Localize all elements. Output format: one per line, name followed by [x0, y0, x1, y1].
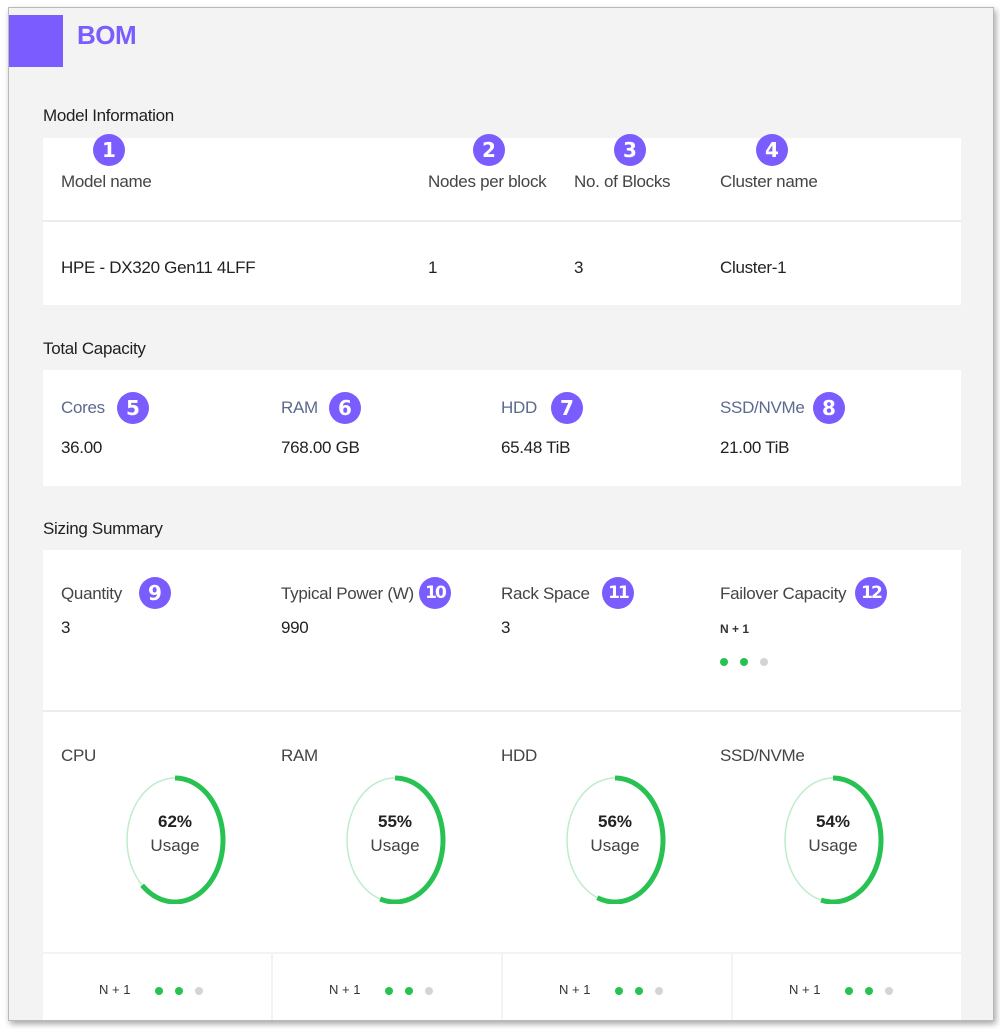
footer-indicator-dot [615, 987, 623, 995]
model-information-panel: 1 2 3 4 Model name Nodes per block No. o… [43, 134, 961, 305]
callout-badge-3: 3 [614, 134, 646, 166]
footer-cell-ssd-nvme: N + 1 [733, 954, 961, 1020]
footer-indicator-dot [655, 987, 663, 995]
hdd-label: HDD [501, 398, 537, 417]
donut-usage-arc [140, 775, 226, 904]
cpu-usage-caption: Usage [150, 836, 200, 855]
footer-indicator-dot [635, 987, 643, 995]
footer-cell-cpu: N + 1 [43, 954, 271, 1020]
rack-space-value: 3 [501, 618, 511, 637]
cluster-name-label: Cluster name [720, 172, 818, 191]
typical-power-value: 990 [281, 618, 309, 637]
total-capacity-panel: Cores 5 36.00 RAM 6 768.00 GB HDD 7 65.4… [43, 370, 961, 486]
failover-footer: N + 1 N + 1 N + 1 N + 1 [43, 954, 961, 1020]
ram-value: 768.00 GB [281, 438, 360, 457]
hdd-usage-caption: Usage [590, 836, 640, 855]
bom-window: BOM Model Information 1 2 3 4 Model name… [8, 7, 994, 1021]
typical-power-label: Typical Power (W) [281, 584, 414, 603]
failover-capacity-label: Failover Capacity [720, 584, 847, 603]
donut-ring [126, 775, 226, 904]
callout-badge-12: 12 [855, 577, 887, 609]
model-name-value: HPE - DX320 Gen11 4LFF [61, 258, 256, 277]
brand-logo [9, 15, 63, 67]
callout-badge-10: 10 [419, 577, 451, 609]
callout-badge-11: 11 [602, 577, 634, 609]
ram-usage-donut: 55% Usage [343, 774, 447, 904]
footer-indicator-dot [885, 987, 893, 995]
callout-badge-4: 4 [756, 134, 788, 166]
callout-badge-2: 2 [473, 134, 505, 166]
footer-indicator-dot [385, 987, 393, 995]
quantity-value: 3 [61, 618, 71, 637]
footer-indicator-dot [845, 987, 853, 995]
cores-value: 36.00 [61, 438, 103, 457]
cpu-usage-percent: 62% [157, 812, 193, 831]
rack-space-label: Rack Space [501, 584, 590, 603]
number-of-blocks-value: 3 [574, 258, 584, 277]
footer-nplus-label: N + 1 [99, 982, 131, 997]
cpu-usage-label: CPU [61, 746, 96, 765]
footer-indicator-dot [865, 987, 873, 995]
ram-usage-percent: 55% [377, 812, 413, 831]
ssd-nvme-value: 21.00 TiB [720, 438, 790, 457]
nodes-per-block-value: 1 [428, 258, 438, 277]
failover-indicator-dot [760, 658, 768, 666]
ram-usage-caption: Usage [370, 836, 420, 855]
failover-indicator-dot [740, 658, 748, 666]
section-title-sizing-summary: Sizing Summary [43, 519, 163, 538]
cores-label: Cores [61, 398, 105, 417]
hdd-usage-donut: 56% Usage [563, 774, 667, 904]
footer-cell-hdd: N + 1 [503, 954, 731, 1020]
callout-badge-1: 1 [93, 134, 125, 166]
donut-usage-arc [820, 775, 884, 904]
failover-indicator-dot [720, 658, 728, 666]
sizing-summary-panel: Quantity 9 3 Typical Power (W) 10 990 Ra… [43, 550, 961, 952]
donut-usage-arc [596, 775, 666, 904]
section-title-model-information: Model Information [43, 106, 174, 125]
hdd-value: 65.48 TiB [501, 438, 571, 457]
footer-indicator-dot [155, 987, 163, 995]
section-divider [43, 710, 961, 712]
cpu-usage-donut: 62% Usage [123, 774, 227, 904]
ssd-nvme-usage-percent: 54% [815, 812, 851, 831]
donut-ring [566, 775, 666, 904]
hdd-usage-label: HDD [501, 746, 537, 765]
section-title-total-capacity: Total Capacity [43, 339, 146, 358]
footer-nplus-label: N + 1 [789, 982, 821, 997]
ram-usage-label: RAM [281, 746, 318, 765]
callout-badge-6: 6 [329, 392, 361, 424]
nodes-per-block-label: Nodes per block [428, 172, 547, 191]
footer-indicator-dot [405, 987, 413, 995]
donut-usage-arc [379, 775, 446, 904]
donut-ring [346, 775, 446, 904]
footer-indicator-dot [425, 987, 433, 995]
footer-cell-ram: N + 1 [273, 954, 501, 1020]
page-title: BOM [77, 20, 137, 50]
footer-nplus-label: N + 1 [329, 982, 361, 997]
model-name-label: Model name [61, 172, 152, 191]
ssd-nvme-usage-donut: 54% Usage [781, 774, 885, 904]
footer-indicator-dot [175, 987, 183, 995]
table-divider [43, 220, 961, 222]
callout-badge-9: 9 [139, 577, 171, 609]
callout-badge-8: 8 [813, 392, 845, 424]
callout-badge-7: 7 [551, 392, 583, 424]
ssd-nvme-usage-label: SSD/NVMe [720, 746, 805, 765]
quantity-label: Quantity [61, 584, 122, 603]
cluster-name-value: Cluster-1 [720, 258, 787, 277]
ssd-nvme-label: SSD/NVMe [720, 398, 805, 417]
hdd-usage-percent: 56% [597, 812, 633, 831]
number-of-blocks-label: No. of Blocks [574, 172, 671, 191]
ssd-nvme-usage-caption: Usage [808, 836, 858, 855]
callout-badge-5: 5 [117, 392, 149, 424]
footer-nplus-label: N + 1 [559, 982, 591, 997]
failover-capacity-value: N + 1 [720, 622, 750, 636]
donut-ring [784, 775, 884, 904]
footer-indicator-dot [195, 987, 203, 995]
ram-label: RAM [281, 398, 318, 417]
